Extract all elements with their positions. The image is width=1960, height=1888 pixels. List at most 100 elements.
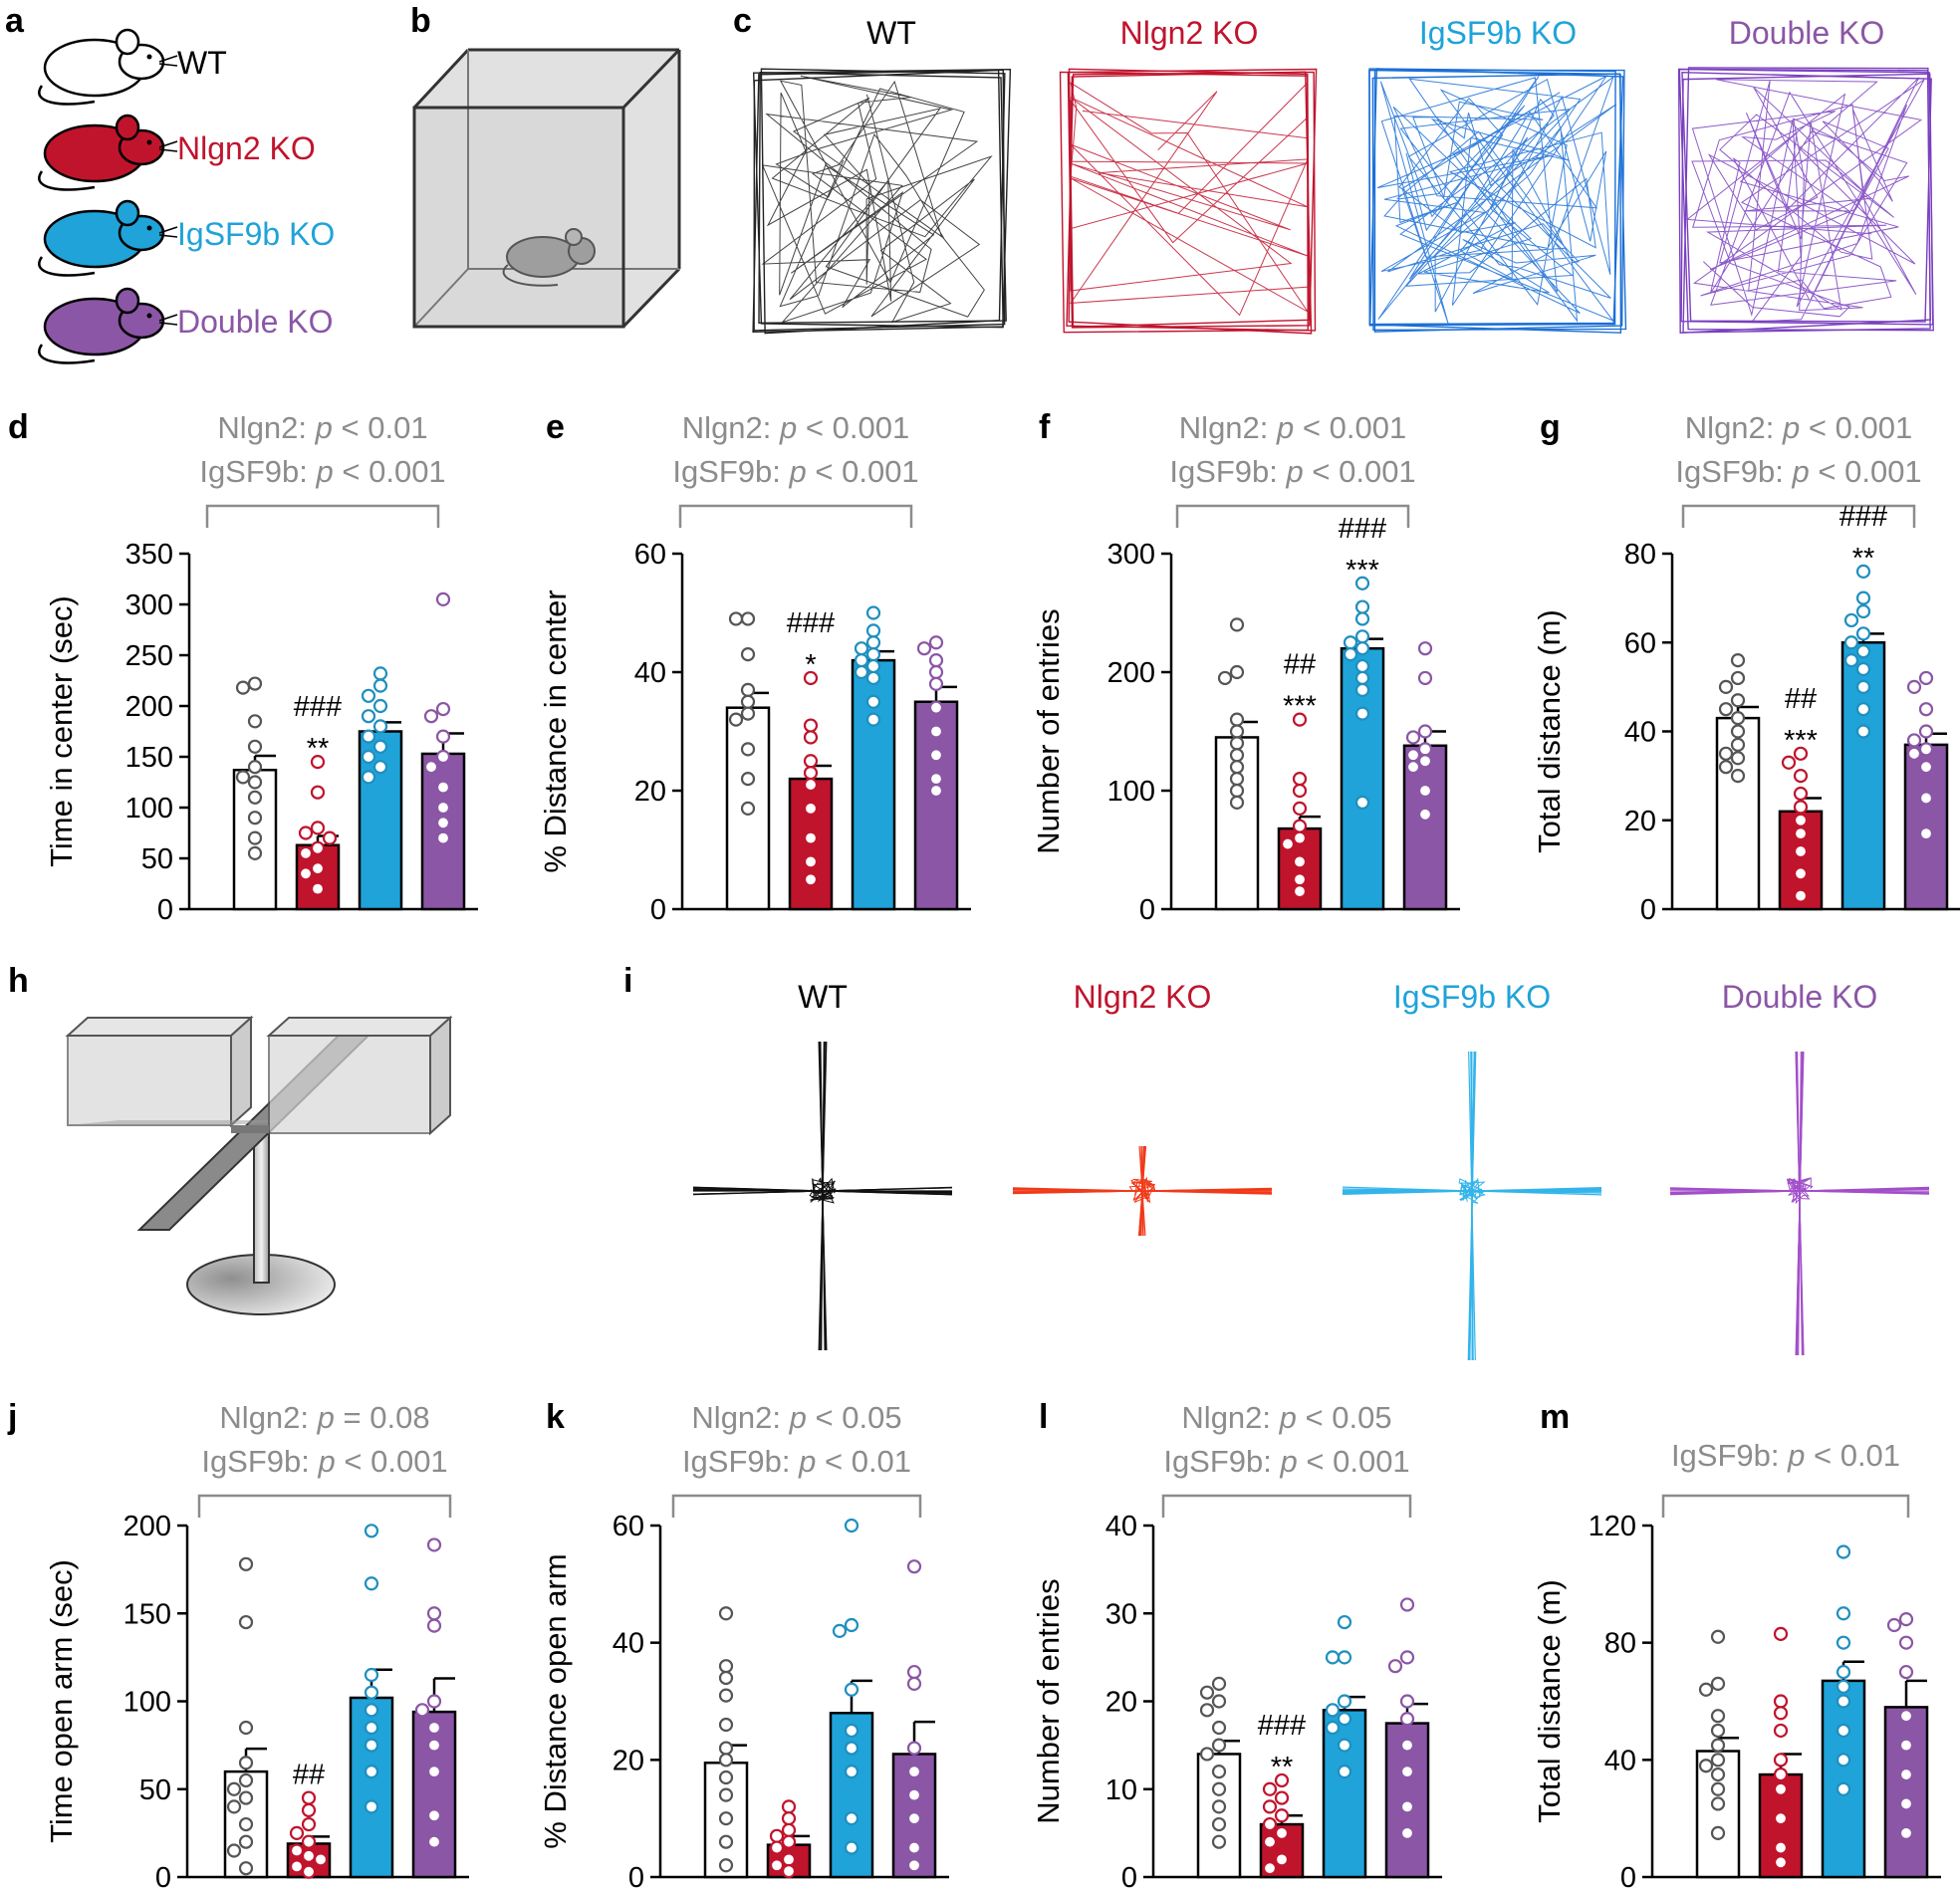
data-point <box>844 1840 859 1855</box>
data-point <box>906 1664 922 1680</box>
data-point <box>1274 1808 1290 1823</box>
data-point <box>1211 1676 1227 1691</box>
data-point <box>1337 1650 1352 1665</box>
data-point <box>718 1717 734 1733</box>
data-point <box>1262 1781 1278 1796</box>
data-point <box>322 830 338 845</box>
data-point <box>1773 1694 1789 1709</box>
data-point <box>1217 670 1233 686</box>
data-point <box>298 826 314 840</box>
data-point <box>1855 603 1871 619</box>
data-point <box>1710 1767 1726 1782</box>
data-point <box>310 861 326 876</box>
y-tick-label: 40 <box>1604 1745 1636 1776</box>
chart-m: m IgSF9b: p < 0.01 0 40 80 120 Total distance … <box>1532 1398 1941 1888</box>
data-point <box>906 1811 922 1826</box>
data-point <box>1229 617 1245 632</box>
y-axis-label: Number of entries <box>1031 608 1066 853</box>
chart-k: k Nlgn2: p < 0.05 IgSF9b: p < 0.01 0 20 40 60%… <box>538 1398 949 1888</box>
data-point <box>906 1840 922 1855</box>
data-point <box>1836 1679 1851 1694</box>
maze-track-title: WT <box>798 979 848 1015</box>
data-point <box>781 1799 797 1814</box>
data-point <box>781 1834 797 1849</box>
y-tick-label: 250 <box>125 640 173 672</box>
data-point <box>865 670 881 686</box>
panel-label: k <box>546 1398 565 1436</box>
data-point <box>906 1787 922 1802</box>
data-point <box>1730 769 1746 784</box>
data-point <box>372 719 388 734</box>
data-point <box>1229 664 1245 680</box>
chart-g: g Nlgn2: p < 0.001 IgSF9b: p < 0.001 0 20 40 6… <box>1532 408 1960 926</box>
data-point <box>364 1799 379 1814</box>
data-point <box>1262 1816 1278 1832</box>
data-point <box>1211 1720 1227 1736</box>
y-tick-label: 80 <box>1604 1628 1636 1660</box>
data-point <box>1918 670 1934 686</box>
y-tick-label: 0 <box>1640 894 1656 926</box>
bar-igsf9b <box>1322 1709 1367 1879</box>
data-point <box>1292 830 1308 845</box>
data-point <box>928 664 944 680</box>
data-point <box>361 729 376 744</box>
data-point <box>803 854 819 869</box>
data-point <box>844 1682 859 1697</box>
data-point <box>1898 1738 1914 1753</box>
data-point <box>423 709 439 724</box>
open-field-track <box>752 68 1012 335</box>
data-point <box>781 1864 797 1879</box>
data-point <box>769 1840 785 1855</box>
data-point <box>247 790 263 805</box>
data-point <box>1417 742 1433 757</box>
legend-label: Double KO <box>177 304 334 340</box>
data-point <box>769 1858 785 1873</box>
data-point <box>1793 888 1809 903</box>
data-point <box>235 680 251 695</box>
data-point <box>247 830 263 845</box>
data-point <box>718 1670 734 1686</box>
y-tick-label: 20 <box>634 776 666 808</box>
data-point <box>1898 1664 1914 1680</box>
data-point <box>1836 1694 1851 1709</box>
data-point <box>1906 733 1922 748</box>
data-point <box>865 623 881 638</box>
y-axis-label: % Distance open arm <box>538 1553 573 1848</box>
stat-annotation: Nlgn2: p = 0.08 <box>219 1400 429 1435</box>
data-point <box>372 739 388 754</box>
legend-label: WT <box>177 45 227 81</box>
data-point <box>803 830 819 845</box>
data-point <box>718 1858 734 1873</box>
stat-annotation: IgSF9b: p < 0.001 <box>199 454 445 489</box>
data-point <box>310 840 326 855</box>
stat-annotation: IgSF9b: p < 0.01 <box>1671 1438 1900 1473</box>
data-point <box>1918 760 1934 775</box>
data-point <box>803 777 819 793</box>
data-point <box>854 652 869 668</box>
chart-j: j Nlgn2: p = 0.08 IgSF9b: p < 0.001 0 50 100 1… <box>7 1398 469 1888</box>
data-point <box>1417 724 1433 739</box>
data-point <box>435 701 451 717</box>
data-point <box>718 1688 734 1703</box>
data-point <box>928 652 944 668</box>
data-point <box>1343 635 1358 650</box>
data-point <box>1211 1799 1227 1814</box>
data-point <box>1730 670 1746 686</box>
data-point <box>1710 1629 1726 1644</box>
comparison-bracket <box>205 504 440 528</box>
data-point <box>1898 1767 1914 1782</box>
data-point <box>238 1861 254 1876</box>
data-point <box>1405 748 1421 763</box>
data-point <box>928 700 944 715</box>
data-point <box>865 658 881 674</box>
data-point <box>781 1822 797 1838</box>
data-point <box>435 816 451 830</box>
data-point <box>1274 1772 1290 1788</box>
data-point <box>435 830 451 845</box>
data-point <box>423 760 439 775</box>
chart-l: l Nlgn2: p < 0.05 IgSF9b: p < 0.001 0 10 20 30… <box>1031 1398 1442 1888</box>
data-point <box>372 760 388 775</box>
data-point <box>1354 658 1370 674</box>
significance-marker: ** <box>1852 543 1875 575</box>
